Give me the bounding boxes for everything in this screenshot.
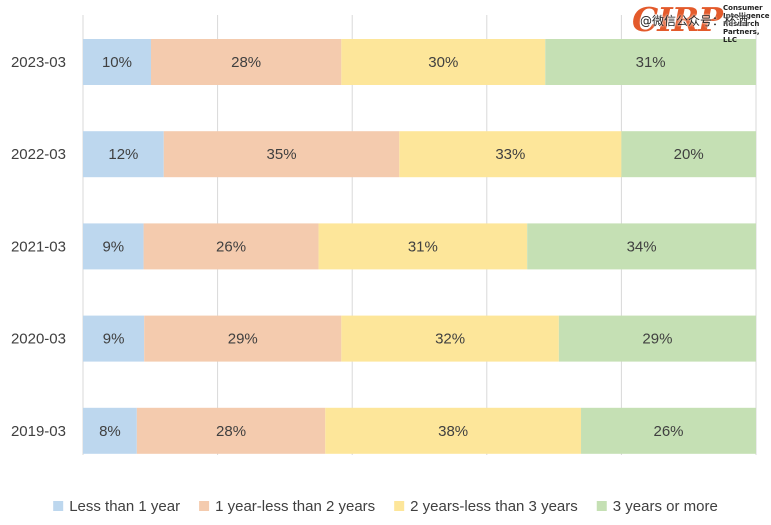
data-label: 32%: [435, 331, 465, 348]
data-label: 9%: [102, 238, 124, 255]
y-tick-label: 2022-03: [11, 146, 66, 163]
cirp-logo: CIRP Consumer Intelligence Research Part…: [632, 0, 770, 45]
data-label: 10%: [102, 54, 132, 71]
bar-segment: [163, 131, 400, 178]
data-label: 30%: [428, 54, 458, 71]
data-label: 33%: [495, 146, 525, 163]
y-tick-label: 2019-03: [11, 423, 66, 440]
data-label: 31%: [408, 238, 438, 255]
data-label: 31%: [636, 54, 666, 71]
data-label: 38%: [438, 423, 468, 440]
bar-segment: [318, 223, 528, 270]
data-label: 26%: [216, 238, 246, 255]
logo-company-name: Consumer Intelligence Research Partners,…: [723, 4, 770, 44]
bar-segment: [83, 131, 164, 178]
data-label: 28%: [216, 423, 246, 440]
data-label: 35%: [267, 146, 297, 163]
legend-swatch: [53, 501, 64, 511]
data-label: 9%: [103, 331, 125, 348]
data-label: 34%: [627, 238, 657, 255]
bar-segment: [83, 407, 137, 454]
bar-segment: [325, 407, 582, 454]
legend-label: 2 years-less than 3 years: [410, 498, 578, 515]
bar-segment: [83, 39, 151, 85]
data-label: 26%: [653, 423, 683, 440]
legend-label: 1 year-less than 2 years: [215, 498, 375, 515]
legend-swatch: [596, 501, 607, 511]
data-label: 29%: [228, 331, 258, 348]
y-tick-label: 2020-03: [11, 331, 66, 348]
data-label: 12%: [108, 146, 138, 163]
bar-segment: [136, 407, 326, 454]
bar-segment: [527, 223, 756, 270]
bar-segment: [341, 39, 546, 85]
legend-label: 3 years or more: [613, 498, 718, 515]
bar-segment: [143, 223, 319, 270]
bars: 10% 28% 30% 31% 12% 35% 33% 20% 9% 26% 31% 34% 9% 29%…: [83, 39, 756, 454]
bar-segment: [399, 131, 622, 178]
bar-segment: [144, 315, 342, 362]
bar-segment: [621, 131, 756, 178]
bar-segment: [341, 315, 559, 362]
bar-segment: [83, 315, 145, 362]
data-label: 20%: [674, 146, 704, 163]
y-axis-labels: 2023-03 2022-03 2021-03 2020-03 2019-03: [11, 54, 66, 440]
y-tick-label: 2023-03: [11, 54, 66, 71]
legend: Less than 1 year 1 year-less than 2 years…: [53, 498, 718, 515]
logo-mark: CIRP: [632, 0, 723, 39]
y-tick-label: 2021-03: [11, 238, 66, 255]
data-label: 8%: [99, 423, 121, 440]
bar-segment: [581, 407, 756, 454]
bar-segment: [83, 223, 144, 270]
legend-label: Less than 1 year: [69, 498, 180, 515]
bar-segment: [545, 39, 756, 85]
legend-swatch: [199, 501, 210, 511]
data-label: 29%: [642, 331, 672, 348]
bar-segment: [150, 39, 342, 85]
watermark: @微信公众号：杯酒: [640, 14, 749, 28]
legend-swatch: [394, 501, 405, 511]
data-label: 28%: [231, 54, 261, 71]
bar-segment: [558, 315, 756, 362]
